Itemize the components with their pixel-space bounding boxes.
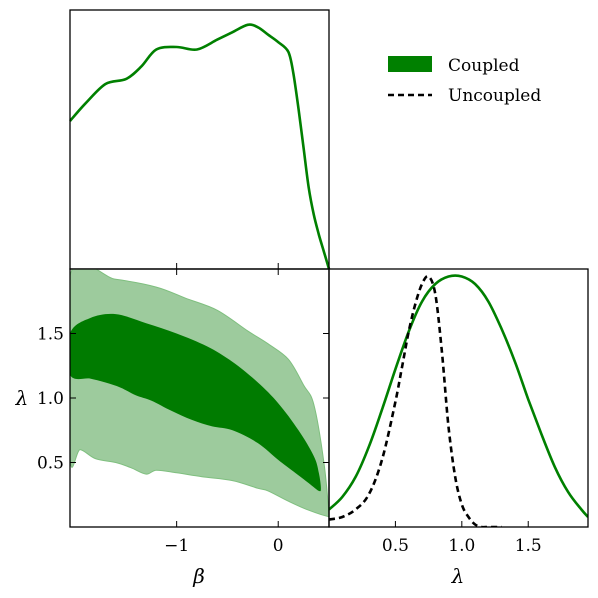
joint-panel: −1 0 0.5 1.0 1.5 β λ: [15, 268, 330, 588]
joint-ytick-label-1: 1.0: [37, 389, 64, 409]
lambda-marginal-panel: 0.5 1.0 1.5 λ: [328, 268, 589, 588]
lambda-marginal-xtick-label-2: 1.5: [515, 536, 542, 556]
beta-marginal-lines: [69, 23, 331, 270]
lambda-marginal-line-0: [329, 274, 588, 518]
beta-marginal-panel: [69, 9, 331, 270]
beta-marginal-line-0: [69, 23, 331, 270]
joint-contours: [70, 269, 329, 518]
joint-ytick-label-2: 1.5: [37, 325, 64, 345]
lambda-marginal-xlabel: λ: [451, 564, 465, 588]
lambda-marginal-xtick-label-0: 0.5: [382, 536, 409, 556]
joint-ylabel: λ: [15, 386, 29, 410]
legend-coupled-swatch: [388, 56, 432, 72]
joint-xlabel: β: [192, 564, 205, 588]
joint-xtick-label-0: −1: [164, 536, 189, 556]
lambda-marginal-line-1: [329, 274, 502, 527]
lambda-marginal-frame: [328, 268, 589, 528]
beta-marginal-ticks: [176, 263, 279, 269]
legend-coupled-label: Coupled: [448, 56, 520, 76]
legend: Coupled Uncoupled: [388, 56, 541, 106]
lambda-marginal-xtick-label-1: 1.0: [448, 536, 475, 556]
joint-xtick-label-1: 0: [273, 536, 284, 556]
legend-uncoupled-label: Uncoupled: [448, 86, 541, 106]
joint-ytick-label-0: 0.5: [37, 454, 64, 474]
lambda-marginal-ticks: 0.5 1.0 1.5: [382, 521, 542, 556]
joint-contour-1: [70, 313, 321, 492]
joint-ticks: −1 0 0.5 1.0 1.5: [37, 269, 329, 556]
lambda-marginal-lines: [329, 274, 588, 527]
